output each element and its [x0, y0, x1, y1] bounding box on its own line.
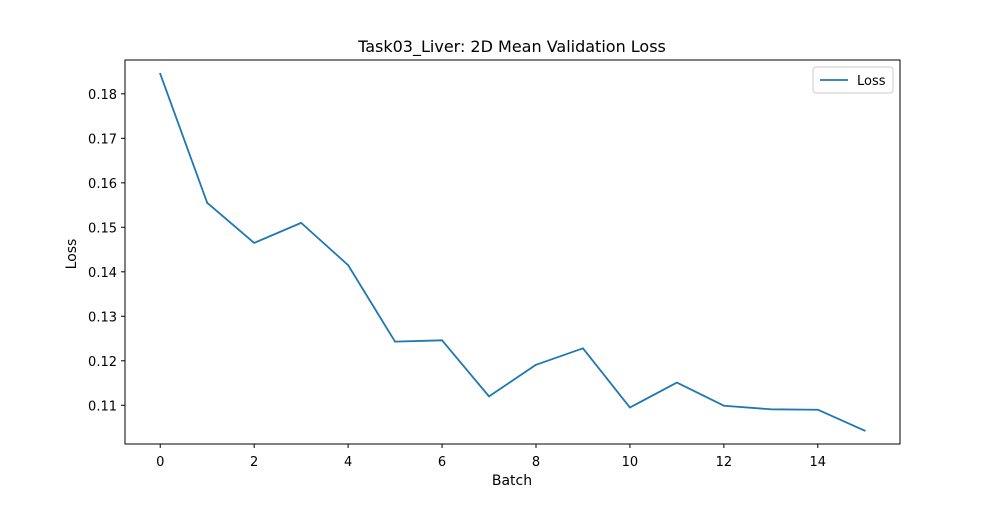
x-tick-label: 0 — [156, 455, 164, 470]
data-point — [629, 406, 631, 409]
y-tick-label: 0.18 — [88, 88, 117, 103]
chart-title: Task03_Liver: 2D Mean Validation Loss — [357, 37, 666, 57]
y-axis-label: Loss — [64, 239, 80, 270]
x-tick-label: 2 — [250, 455, 258, 470]
data-point — [769, 408, 772, 411]
legend-label-loss: Loss — [857, 74, 886, 89]
y-tick-label: 0.16 — [88, 177, 117, 192]
data-point — [488, 395, 490, 398]
data-point — [582, 347, 584, 350]
y-tick-label: 0.13 — [88, 310, 117, 325]
data-point — [300, 221, 303, 224]
y-axis-ticks: 0.11 0.12 0.13 0.14 0.15 0.16 0.17 0.18 — [88, 88, 125, 414]
y-tick-label: 0.14 — [88, 266, 117, 281]
x-tick-label: 12 — [716, 455, 733, 470]
x-tick-label: 14 — [810, 455, 827, 470]
data-point — [441, 339, 443, 342]
x-axis-label: Batch — [492, 473, 532, 489]
data-point — [675, 381, 678, 384]
legend: Loss — [812, 66, 894, 94]
y-tick-label: 0.17 — [88, 132, 117, 147]
plot-frame — [124, 59, 901, 445]
legend-box — [812, 66, 894, 94]
data-point — [535, 363, 537, 366]
series-line-loss — [159, 72, 866, 432]
data-point — [159, 72, 162, 75]
x-axis-ticks: 0 2 4 6 8 10 12 14 — [156, 444, 826, 470]
data-point — [394, 340, 396, 343]
x-tick-label: 6 — [438, 455, 446, 470]
x-tick-label: 8 — [532, 455, 540, 470]
data-point — [816, 408, 819, 411]
data-point — [722, 404, 725, 407]
data-point — [206, 201, 209, 204]
y-tick-label: 0.15 — [88, 221, 117, 236]
series-layer — [159, 72, 866, 432]
x-tick-label: 10 — [622, 455, 639, 470]
x-tick-label: 4 — [344, 455, 352, 470]
y-tick-label: 0.12 — [88, 355, 117, 370]
data-point — [863, 429, 866, 432]
data-point — [347, 264, 350, 267]
y-tick-label: 0.11 — [88, 399, 117, 414]
data-point — [253, 241, 256, 244]
